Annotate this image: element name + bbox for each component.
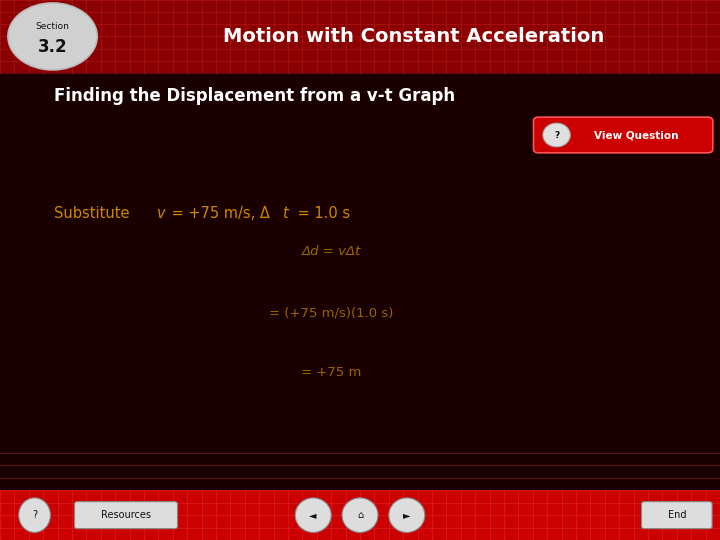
FancyBboxPatch shape [642, 502, 712, 529]
Text: = +75 m/s, Δ: = +75 m/s, Δ [167, 206, 270, 221]
Text: = +75 m: = +75 m [301, 366, 361, 379]
Ellipse shape [389, 498, 425, 532]
FancyBboxPatch shape [74, 502, 177, 529]
Text: Finding the Displacement from a v-t Graph: Finding the Displacement from a v-t Grap… [54, 86, 455, 105]
Text: View Question: View Question [593, 130, 678, 140]
FancyBboxPatch shape [0, 490, 720, 540]
Text: Section: Section [35, 22, 70, 31]
Text: ◄: ◄ [310, 510, 317, 520]
Text: 3.2: 3.2 [37, 38, 68, 56]
Text: = (+75 m/s)(1.0 s): = (+75 m/s)(1.0 s) [269, 307, 393, 320]
Text: t: t [282, 206, 288, 221]
Text: ?: ? [554, 131, 559, 139]
Ellipse shape [19, 498, 50, 532]
Text: ⌂: ⌂ [357, 510, 363, 520]
FancyBboxPatch shape [0, 0, 720, 73]
FancyBboxPatch shape [534, 117, 713, 153]
Text: Resources: Resources [101, 510, 151, 520]
Text: Δd = vΔt: Δd = vΔt [302, 245, 361, 258]
Text: Motion with Constant Acceleration: Motion with Constant Acceleration [223, 27, 605, 46]
Text: Substitute: Substitute [54, 206, 134, 221]
Text: End: End [667, 510, 686, 520]
Text: ►: ► [403, 510, 410, 520]
Text: = 1.0 s: = 1.0 s [293, 206, 350, 221]
Circle shape [8, 3, 97, 70]
Ellipse shape [295, 498, 331, 532]
Text: ?: ? [32, 510, 37, 520]
Text: v: v [157, 206, 166, 221]
Ellipse shape [342, 498, 378, 532]
Ellipse shape [543, 123, 570, 147]
